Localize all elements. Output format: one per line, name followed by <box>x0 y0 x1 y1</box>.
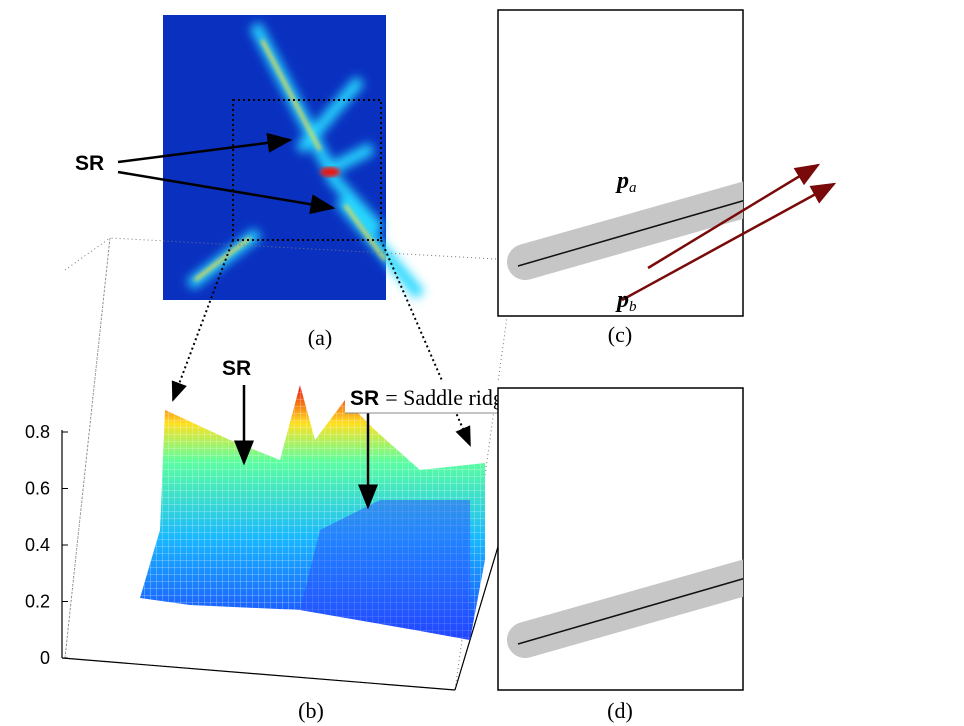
caption: (c) <box>608 322 632 347</box>
legend: SR = Saddle ridge <box>350 385 514 410</box>
z-tick-label: 0.6 <box>25 479 50 499</box>
symbol: p <box>615 168 629 194</box>
z-tick-label: 0.8 <box>25 422 50 442</box>
subscript: a <box>629 180 637 196</box>
caption: (a) <box>308 325 332 350</box>
symbol: p <box>615 287 629 313</box>
axis <box>62 658 455 690</box>
subscript: b <box>629 299 637 315</box>
z-tick-label: 0.2 <box>25 592 50 612</box>
label: SR <box>75 152 104 175</box>
surface <box>140 385 485 640</box>
legend-term: SR <box>350 387 379 410</box>
label: SR <box>222 357 251 380</box>
heatmap <box>163 15 420 300</box>
z-tick-label: 0 <box>40 648 50 668</box>
z-tick-label: 0.4 <box>25 535 50 555</box>
figure: SR (a) 0 0.2 0.4 0.6 0.8 SR SR = Saddle ridge… <box>0 0 964 726</box>
legend-definition: = Saddle ridge <box>385 385 514 410</box>
caption: (d) <box>607 698 633 723</box>
caption: (b) <box>298 698 324 723</box>
